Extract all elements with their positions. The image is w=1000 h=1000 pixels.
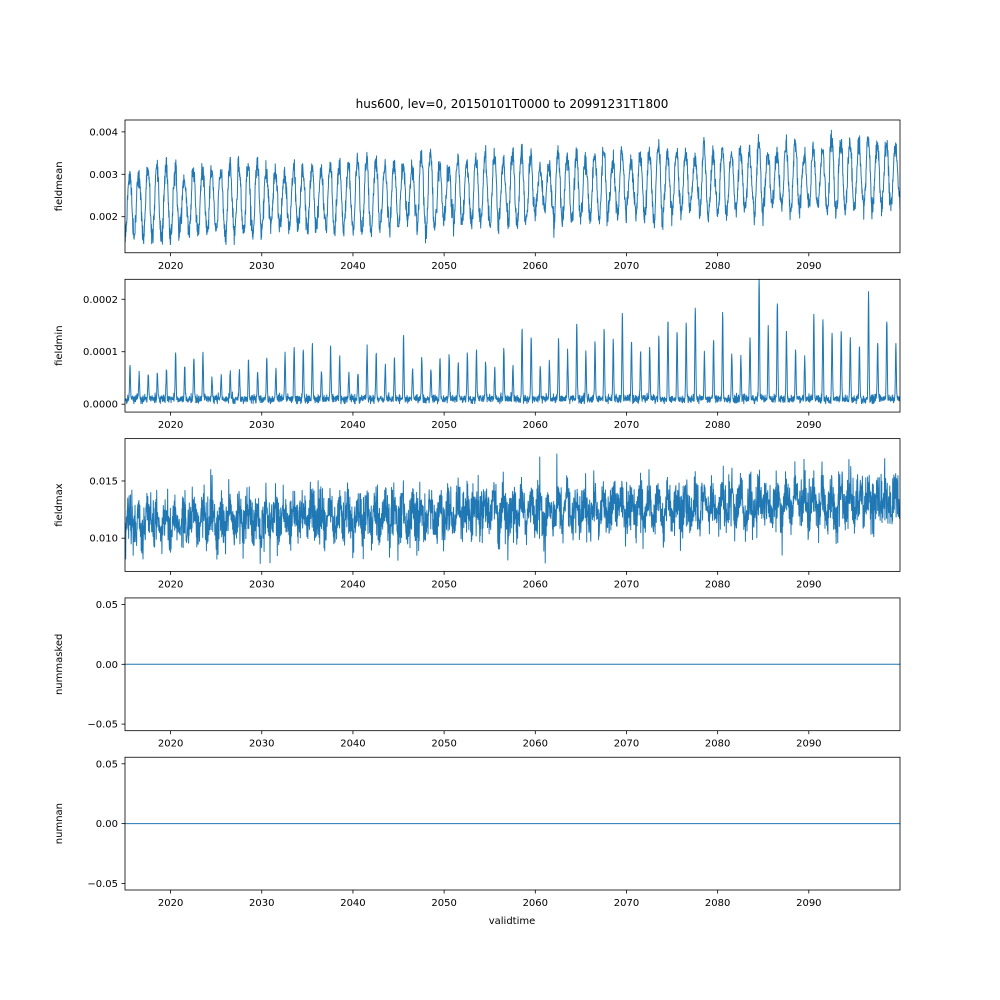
x-tick-label: 2040 — [340, 579, 365, 590]
x-tick-label: 2090 — [796, 898, 821, 909]
x-tick-label: 2040 — [340, 261, 365, 272]
x-tick-label: 2060 — [523, 739, 548, 750]
x-axis-ticks: 2020 2030 2040 2050 2060 2070 2080 2090 — [158, 890, 822, 909]
x-axis-ticks: 2020 2030 2040 2050 2060 2070 2080 2090 — [158, 730, 822, 750]
y-tick-label: 0.002 — [89, 212, 118, 223]
x-tick-label: 2050 — [431, 261, 456, 272]
x-tick-label: 2030 — [249, 579, 274, 590]
y-axis-ticks: 0.010 0.015 — [89, 476, 125, 545]
x-tick-label: 2060 — [523, 579, 548, 590]
y-tick-label: 0.05 — [96, 600, 118, 611]
x-axis-ticks: 2020 2030 2040 2050 2060 2070 2080 2090 — [158, 571, 822, 590]
x-axis-ticks: 2020 2030 2040 2050 2060 2070 2080 2090 — [158, 412, 822, 431]
x-tick-label: 2080 — [705, 898, 730, 909]
y-axis-label: fieldmax — [54, 483, 65, 526]
y-tick-label: 0.010 — [89, 534, 118, 545]
x-tick-label: 2020 — [158, 420, 183, 431]
y-tick-label: 0.004 — [89, 127, 118, 138]
x-tick-label: 2090 — [796, 579, 821, 590]
x-tick-label: 2020 — [158, 261, 183, 272]
x-tick-label: 2050 — [431, 739, 456, 750]
x-tick-label: 2090 — [796, 420, 821, 431]
x-tick-label: 2030 — [249, 739, 274, 750]
x-tick-label: 2030 — [249, 420, 274, 431]
y-tick-label: 0.00 — [96, 819, 118, 830]
y-tick-label: −0.05 — [87, 720, 118, 731]
x-tick-label: 2080 — [705, 579, 730, 590]
y-tick-label: 0.05 — [96, 759, 118, 770]
x-tick-label: 2070 — [614, 579, 639, 590]
subplot-nummasked: 2020 2030 2040 2050 2060 2070 2080 2090 −0.05 0.0… — [54, 597, 901, 750]
x-tick-label: 2040 — [340, 739, 365, 750]
subplot-fieldmax: 2020 2030 2040 2050 2060 2070 2080 20900.0100.0… — [54, 438, 901, 590]
x-tick-label: 2040 — [340, 898, 365, 909]
y-tick-label: 0.0000 — [83, 400, 118, 411]
x-tick-label: 2060 — [523, 898, 548, 909]
x-tick-label: 2070 — [614, 739, 639, 750]
x-tick-label: 2030 — [249, 261, 274, 272]
y-axis-label: numnan — [54, 803, 65, 844]
y-tick-label: −0.05 — [87, 879, 118, 890]
series-line-fieldmean — [125, 129, 900, 246]
series-line-fieldmax — [125, 453, 900, 564]
series-line-fieldmin — [125, 279, 900, 405]
x-tick-label: 2080 — [705, 739, 730, 750]
x-tick-label: 2020 — [158, 579, 183, 590]
y-tick-label: 0.0001 — [83, 347, 118, 358]
y-tick-label: 0.00 — [96, 660, 118, 671]
x-tick-label: 2020 — [158, 739, 183, 750]
axes-frame — [124, 438, 901, 572]
x-tick-label: 2070 — [614, 420, 639, 431]
x-tick-label: 2040 — [340, 420, 365, 431]
x-tick-label: 2080 — [705, 420, 730, 431]
axes-frame — [124, 119, 901, 254]
x-axis-title: validtime — [489, 916, 536, 927]
figure-title: hus600, lev=0, 20150101T0000 to 20991231… — [356, 97, 669, 111]
y-axis-label: fieldmean — [54, 161, 65, 211]
x-axis-ticks: 2020 2030 2040 2050 2060 2070 2080 2090 — [158, 252, 822, 272]
x-tick-label: 2060 — [523, 420, 548, 431]
axes-frame — [124, 278, 901, 413]
y-axis-label: fieldmin — [54, 325, 65, 365]
subplot-fieldmin: 2020 2030 2040 2050 2060 2070 2080 20900.00000.… — [54, 278, 901, 431]
y-axis-ticks: 0.0000 0.0001 0.0002 — [83, 295, 125, 411]
x-tick-label: 2050 — [431, 420, 456, 431]
x-tick-label: 2060 — [523, 261, 548, 272]
subplot-numnan: 2020 2030 2040 2050 2060 2070 2080 2090 −0.05 0.0… — [54, 756, 901, 909]
subplot-fieldmean: 2020 2030 2040 2050 2060 2070 2080 20900.0020.0… — [54, 119, 901, 272]
x-tick-label: 2030 — [249, 898, 274, 909]
y-axis-label: nummasked — [54, 634, 65, 695]
y-axis-ticks: −0.05 0.00 0.05 — [87, 600, 125, 731]
x-tick-label: 2090 — [796, 739, 821, 750]
x-tick-label: 2070 — [614, 261, 639, 272]
y-axis-ticks: 0.002 0.003 0.004 — [89, 127, 125, 223]
x-tick-label: 2070 — [614, 898, 639, 909]
x-tick-label: 2090 — [796, 261, 821, 272]
subplots-container: 2020 2030 2040 2050 2060 2070 2080 20900.0020.0… — [54, 119, 901, 909]
x-tick-label: 2050 — [431, 898, 456, 909]
y-tick-label: 0.0002 — [83, 295, 118, 306]
y-axis-ticks: −0.05 0.00 0.05 — [87, 759, 125, 890]
x-tick-label: 2050 — [431, 579, 456, 590]
y-tick-label: 0.015 — [89, 476, 118, 487]
x-tick-label: 2020 — [158, 898, 183, 909]
x-tick-label: 2080 — [705, 261, 730, 272]
y-tick-label: 0.003 — [89, 170, 118, 181]
